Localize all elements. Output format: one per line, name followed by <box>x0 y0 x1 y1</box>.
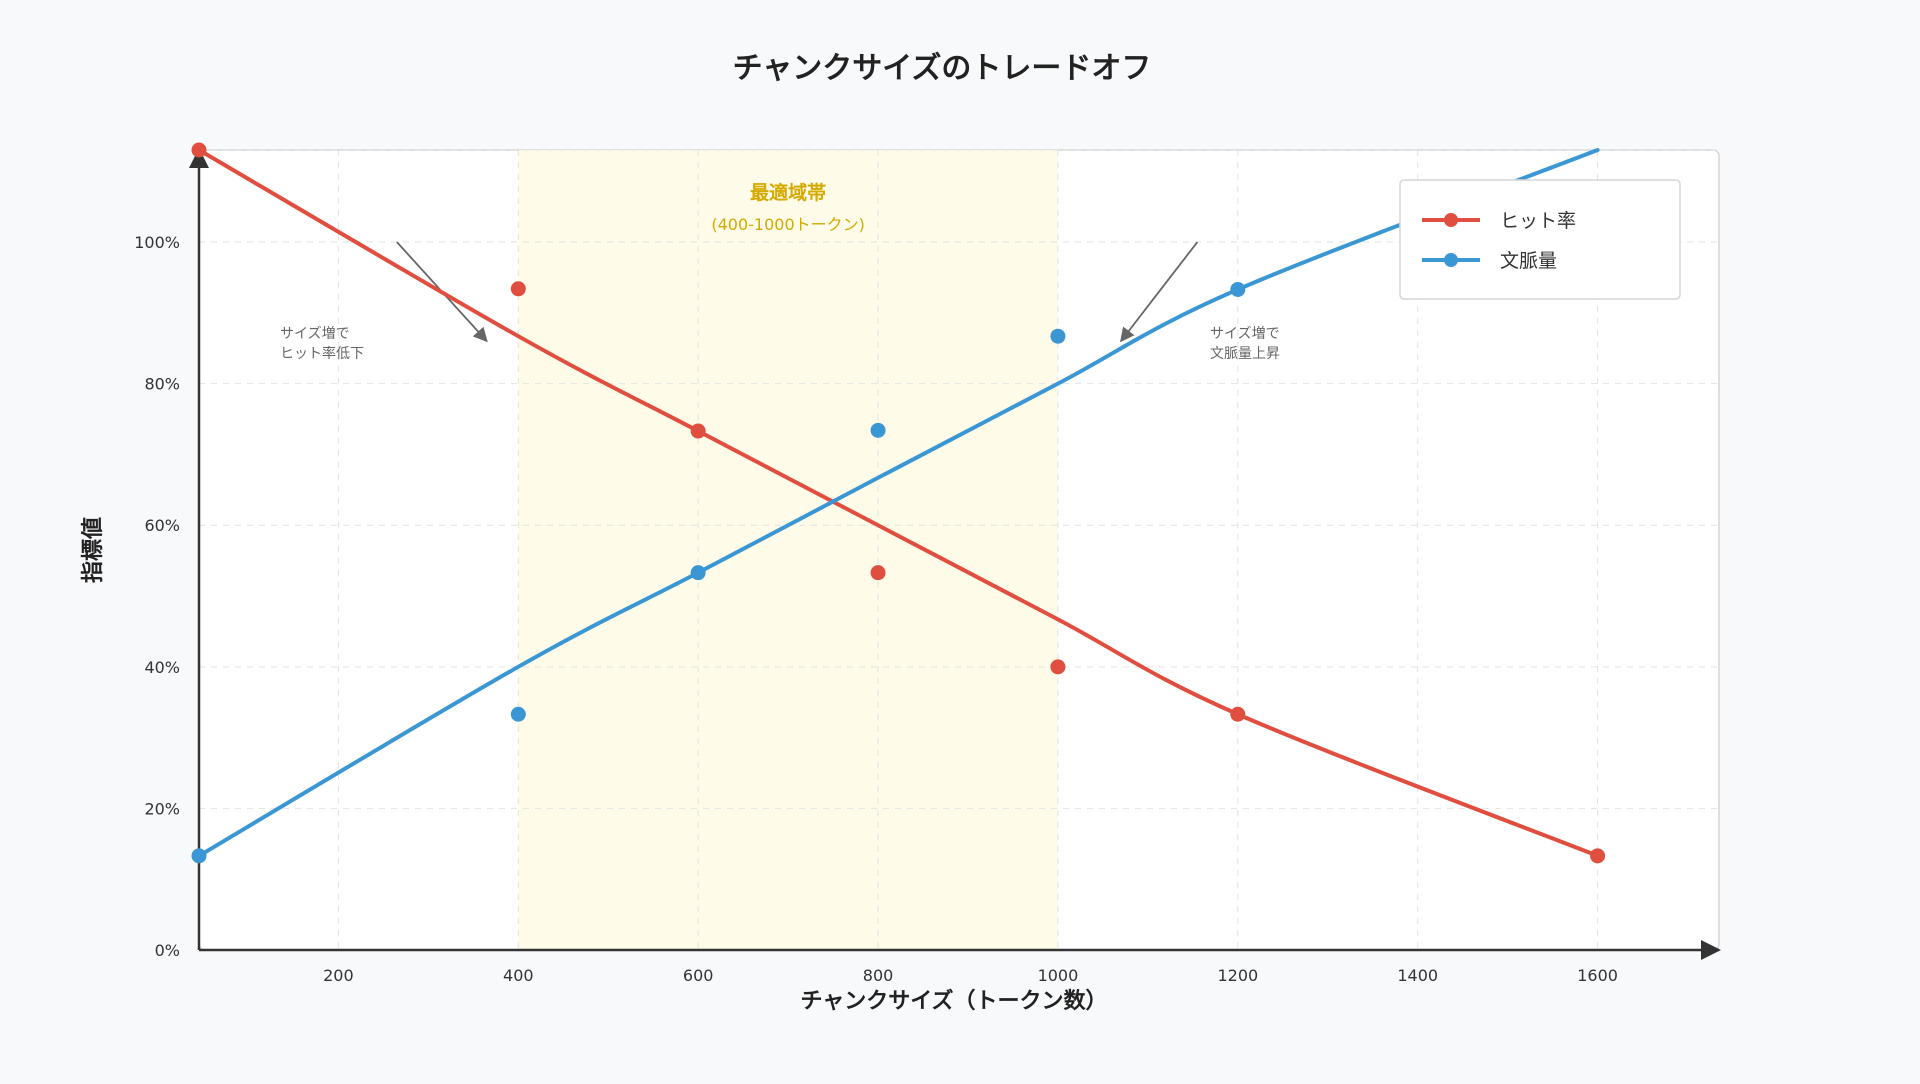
data-point-context <box>1230 281 1246 297</box>
x-tick-label: 1000 <box>1038 966 1079 985</box>
legend-box <box>1399 179 1681 300</box>
legend: ヒット率 文脈量 <box>1399 179 1681 300</box>
x-tick-label: 400 <box>503 966 534 985</box>
optimal-zone-subtitle: (400-1000トークン) <box>711 215 865 234</box>
legend-marker-context <box>1444 253 1458 267</box>
data-point-hit-rate <box>1050 659 1066 675</box>
series-line-context <box>197 148 1600 858</box>
data-point-hit-rate <box>1590 848 1606 864</box>
optimal-zone-band <box>518 150 1058 950</box>
y-axis-title: 指標値 <box>81 517 106 583</box>
x-tick-label: 800 <box>863 966 894 985</box>
legend-label-hit-rate: ヒット率 <box>1500 210 1576 232</box>
annotation-text: ヒット率低下 <box>280 345 364 362</box>
x-tick-label: 200 <box>323 966 354 985</box>
data-point-context <box>191 848 207 864</box>
annotation-arrow <box>1120 241 1199 343</box>
legend-marker-hit-rate <box>1444 213 1458 227</box>
data-point-context <box>510 706 526 722</box>
data-point-hit-rate <box>510 281 526 297</box>
series <box>191 142 1606 864</box>
chart-title: チャンクサイズのトレードオフ <box>733 51 1152 86</box>
annotation-text: 文脈量上昇 <box>1210 346 1280 362</box>
axes: 200 400 600 800 1000 1200 1400 1600 0% 20% 40% 60% 8… <box>134 148 1721 985</box>
y-tick-label: 60% <box>144 516 180 535</box>
data-point-hit-rate <box>1230 706 1246 722</box>
data-point-hit-rate <box>870 565 886 581</box>
optimal-zone-title: 最適域帯 <box>750 181 826 204</box>
y-tick-label: 80% <box>144 375 180 394</box>
data-point-context <box>1050 328 1066 344</box>
data-point-hit-rate <box>191 142 207 158</box>
grid <box>199 149 1719 950</box>
x-tick-label: 1600 <box>1577 966 1618 985</box>
annotation-text: サイズ増で <box>280 326 350 342</box>
y-tick-label: 100% <box>134 233 180 252</box>
annotation-text: サイズ増で <box>1210 326 1280 342</box>
x-tick-label: 600 <box>683 966 714 985</box>
data-point-hit-rate <box>690 423 706 439</box>
y-tick-label: 0% <box>155 941 180 960</box>
x-axis-title: チャンクサイズ（トークン数） <box>800 988 1107 1014</box>
x-tick-label: 1400 <box>1397 966 1438 985</box>
legend-label-context: 文脈量 <box>1500 250 1557 272</box>
series-line-hit-rate <box>197 148 1600 858</box>
y-tick-label: 40% <box>144 658 180 677</box>
data-point-context <box>870 422 886 438</box>
data-point-context <box>690 565 706 581</box>
y-tick-label: 20% <box>144 799 180 818</box>
x-tick-label: 1200 <box>1217 966 1258 985</box>
